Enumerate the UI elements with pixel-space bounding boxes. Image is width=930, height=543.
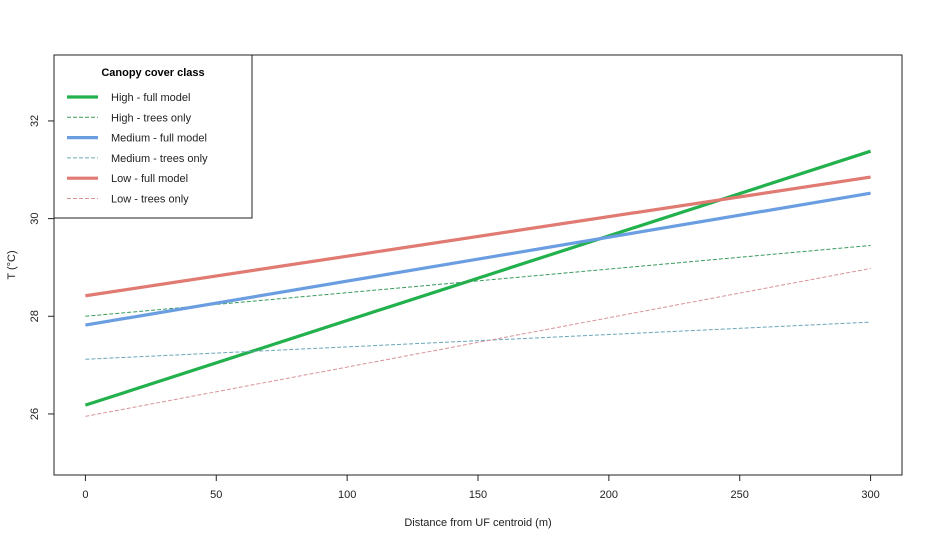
legend-entry: Low - full model xyxy=(111,173,188,185)
axes: 0 50 100 150 200 250 300 26 28 30 32 xyxy=(29,54,903,501)
x-tick-label: 200 xyxy=(600,489,618,501)
legend-entry: High - trees only xyxy=(111,112,192,124)
y-tick-label: 28 xyxy=(29,310,41,322)
x-tick-label: 150 xyxy=(469,489,487,501)
x-tick-label: 250 xyxy=(731,489,749,501)
x-axis-title: Distance from UF centroid (m) xyxy=(404,517,551,529)
series-line-medium-trees-only xyxy=(85,321,871,360)
x-tick-label: 100 xyxy=(338,489,356,501)
plot-area xyxy=(84,149,872,417)
y-axis-title: T (°C) xyxy=(6,250,18,279)
series-line-low-full-model xyxy=(85,175,871,298)
series-line-low-trees-only xyxy=(85,267,871,417)
legend-entry: Low - trees only xyxy=(111,194,189,206)
series-line-high-full-model xyxy=(84,149,872,407)
y-tick-label: 30 xyxy=(29,212,41,224)
x-tick-label: 50 xyxy=(210,489,222,501)
x-tick-label: 0 xyxy=(82,489,88,501)
legend-entry: Medium - full model xyxy=(111,133,207,145)
legend-entry: Medium - trees only xyxy=(111,153,208,165)
legend-title: Canopy cover class xyxy=(101,67,204,79)
y-tick-label: 32 xyxy=(29,115,41,127)
y-tick-label: 26 xyxy=(29,408,41,420)
x-tick-label: 300 xyxy=(861,489,879,501)
legend-entry: High - full model xyxy=(111,92,190,104)
series-line-medium-full-model xyxy=(85,191,871,327)
series-line-high-trees-only xyxy=(85,244,871,317)
legend: Canopy cover class High - full model High… xyxy=(53,54,253,219)
